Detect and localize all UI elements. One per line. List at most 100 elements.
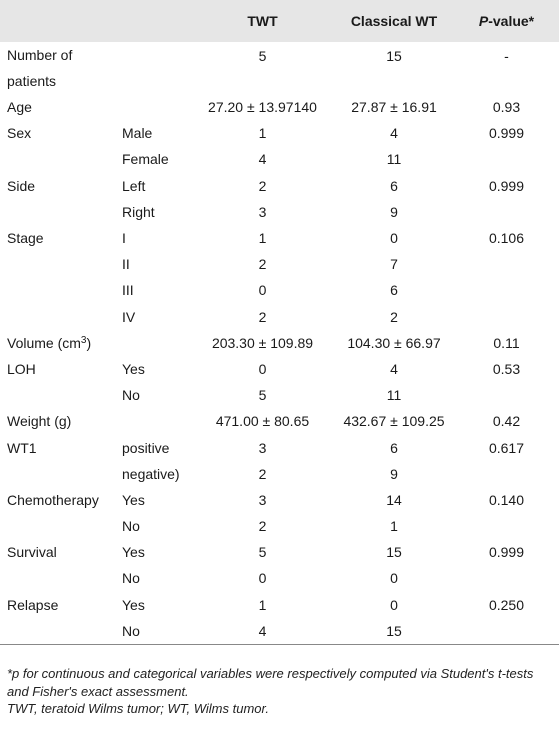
- row-label: Side: [0, 173, 115, 199]
- row-label: Age: [0, 94, 115, 120]
- cell-classical-wt: 11: [386, 151, 402, 168]
- row-category: No: [122, 622, 140, 639]
- footnote-statistics: *p for continuous and categorical variab…: [7, 666, 534, 699]
- cell-classical-wt: 432.67 ± 109.25: [343, 413, 445, 430]
- cell-p-value: 0.617: [488, 439, 525, 456]
- cell-twt: 2: [258, 308, 267, 325]
- cell-classical-wt: 15: [386, 622, 402, 639]
- cell-p-value: [454, 304, 559, 330]
- row-label: [0, 461, 115, 487]
- row-category: Male: [122, 125, 153, 142]
- cell-twt: 1: [258, 596, 267, 613]
- table-row: No 4 15: [0, 618, 559, 644]
- header-variable: [0, 0, 115, 42]
- row-category: Yes: [122, 491, 145, 508]
- cell-classical-wt: 11: [386, 387, 402, 404]
- cell-p-value: [454, 565, 559, 591]
- row-label: Volume (cm3): [0, 330, 115, 356]
- cell-classical-wt: 6: [390, 439, 398, 456]
- cell-twt: 5: [258, 387, 267, 404]
- table-row: Relapse Yes 1 0 0.250: [0, 592, 559, 618]
- row-label: [0, 146, 115, 172]
- cell-twt: 5: [258, 544, 267, 561]
- table-row: Female 4 11: [0, 146, 559, 172]
- row-label-superscript: 3: [80, 334, 87, 346]
- footnote-abbreviations: TWT, teratoid Wilms tumor; WT, Wilms tum…: [7, 701, 269, 716]
- row-category: [115, 42, 191, 94]
- table-row: Volume (cm3) 203.30 ± 109.89 104.30 ± 66.9…: [0, 330, 559, 356]
- row-category: III: [122, 282, 134, 299]
- cell-twt: 203.30 ± 109.89: [211, 334, 314, 351]
- cell-classical-wt: 0: [390, 570, 398, 587]
- table-row: No 5 11: [0, 382, 559, 408]
- cell-p-value: [454, 199, 559, 225]
- cell-p-value: 0.53: [492, 360, 521, 377]
- table-row: Number of patients 5 15 -: [0, 42, 559, 94]
- table-row: IV 2 2: [0, 304, 559, 330]
- table-row: No 0 0: [0, 565, 559, 591]
- row-category: I: [122, 230, 126, 247]
- header-category: [115, 0, 191, 42]
- header-p-italic: P: [478, 13, 489, 29]
- cell-twt: 471.00 ± 80.65: [215, 413, 310, 430]
- row-category: Left: [122, 177, 146, 194]
- cell-twt: 0: [258, 570, 267, 587]
- cell-twt: 2: [258, 177, 267, 194]
- row-label: [0, 565, 115, 591]
- row-label: Relapse: [0, 592, 115, 618]
- cell-p-value: 0.999: [488, 177, 525, 194]
- row-category: Yes: [122, 544, 145, 561]
- row-label: [0, 618, 115, 644]
- row-category: IV: [122, 308, 136, 325]
- row-label-text: Sex: [7, 125, 32, 142]
- row-label-text: Number of patients: [7, 47, 73, 89]
- cell-twt: 2: [258, 518, 267, 535]
- table-row: Sex Male 1 4 0.999: [0, 120, 559, 146]
- table-row: III 0 6: [0, 277, 559, 303]
- row-category: [115, 330, 191, 356]
- row-category: II: [122, 256, 130, 273]
- row-label: [0, 382, 115, 408]
- row-category: [115, 94, 191, 120]
- row-category: positive: [122, 439, 170, 456]
- cell-classical-wt: 4: [390, 125, 398, 142]
- row-label: [0, 277, 115, 303]
- row-category: No: [122, 387, 140, 404]
- cell-p-value: 0.106: [488, 230, 525, 247]
- row-label-text: Volume (cm: [7, 334, 81, 351]
- row-category: negative): [122, 465, 180, 482]
- cell-classical-wt: 6: [390, 177, 398, 194]
- cell-classical-wt: 1: [390, 518, 398, 535]
- cell-twt: 5: [258, 48, 267, 64]
- row-label: Chemotherapy: [0, 487, 115, 513]
- cell-p-value: 0.999: [488, 544, 525, 561]
- row-category: Yes: [122, 596, 145, 613]
- cell-p-value: [454, 513, 559, 539]
- row-category: [115, 408, 191, 434]
- table-row: No 2 1: [0, 513, 559, 539]
- row-label: [0, 304, 115, 330]
- cell-classical-wt: 104.30 ± 66.97: [347, 334, 441, 351]
- cell-p-value: 0.250: [488, 596, 525, 613]
- cell-classical-wt: 7: [390, 256, 398, 273]
- cell-p-value: -: [504, 48, 509, 64]
- cell-twt: 3: [258, 439, 267, 456]
- cell-classical-wt: 0: [390, 230, 398, 247]
- row-label: Stage: [0, 225, 115, 251]
- cell-classical-wt: 9: [390, 203, 398, 220]
- cell-p-value: [454, 382, 559, 408]
- row-label: Weight (g): [0, 408, 115, 434]
- cell-p-value: [454, 461, 559, 487]
- table-row: Chemotherapy Yes 3 14 0.140: [0, 487, 559, 513]
- row-label: [0, 251, 115, 277]
- cell-classical-wt: 15: [386, 48, 402, 64]
- cell-twt: 27.20 ± 13.97140: [208, 99, 317, 116]
- cell-p-value: [454, 277, 559, 303]
- header-twt: TWT: [247, 13, 278, 29]
- row-category: No: [122, 518, 140, 535]
- cell-classical-wt: 0: [390, 596, 398, 613]
- row-category: Right: [122, 203, 155, 220]
- cell-p-value: [454, 146, 559, 172]
- row-label: [0, 513, 115, 539]
